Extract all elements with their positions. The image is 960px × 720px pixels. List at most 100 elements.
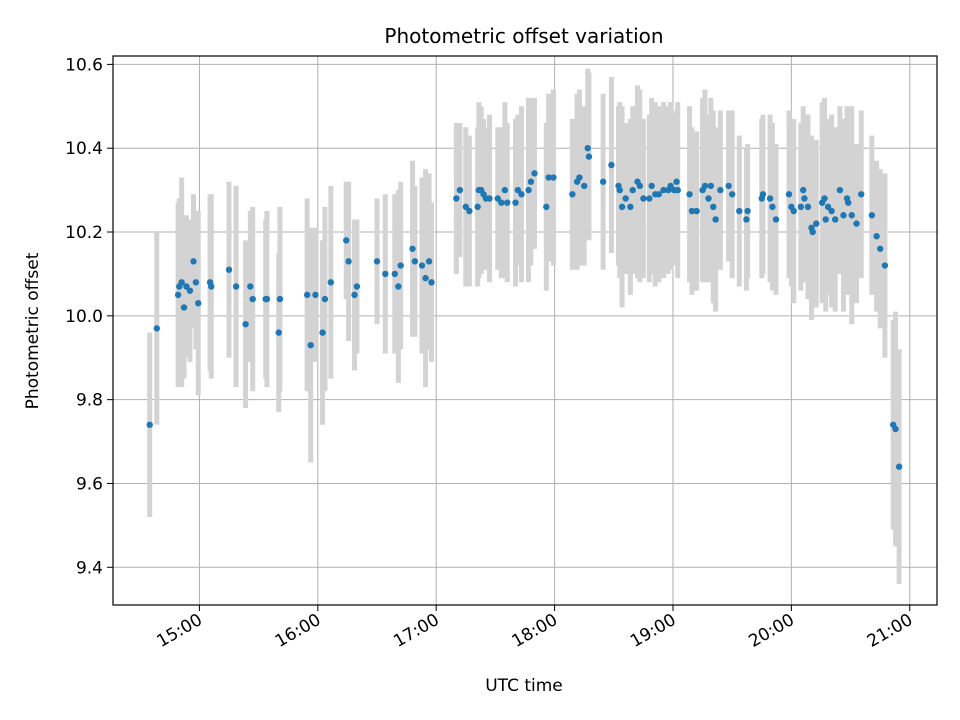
data-point [840, 212, 847, 219]
grid [113, 56, 937, 605]
data-point [249, 295, 256, 303]
data-point [247, 283, 254, 290]
x-axis-title: UTC time [485, 676, 563, 696]
data-point [660, 186, 667, 194]
data-point [242, 321, 249, 328]
data-point [397, 262, 404, 269]
data-point [599, 178, 607, 185]
data-point [263, 295, 271, 303]
data-point [474, 203, 481, 211]
data-point [576, 174, 583, 181]
data-point [153, 325, 161, 332]
y-tick-label: 10.6 [65, 55, 103, 75]
data-point [800, 186, 807, 194]
data-point [345, 258, 352, 265]
data-point [608, 161, 615, 169]
data-point [674, 186, 681, 194]
data-point [494, 195, 501, 202]
data-point [873, 233, 880, 240]
data-point [616, 186, 623, 194]
data-point [569, 191, 576, 198]
data-point [845, 199, 852, 206]
data-point [418, 262, 426, 269]
data-point [518, 191, 525, 198]
data-point [892, 425, 899, 433]
data-point [828, 207, 835, 215]
data-point [525, 186, 532, 194]
data-point [801, 195, 808, 202]
data-point [498, 199, 505, 206]
data-point [881, 262, 889, 269]
data-point [195, 300, 202, 307]
y-tick-label: 9.8 [76, 391, 103, 411]
data-point [382, 270, 389, 278]
data-point [766, 195, 774, 202]
data-point [710, 203, 717, 211]
data-point [744, 207, 751, 215]
data-point [618, 203, 626, 211]
data-point [327, 279, 335, 286]
data-point [667, 182, 674, 190]
data-point [705, 195, 712, 202]
data-point [655, 191, 662, 198]
data-point [858, 191, 865, 198]
data-point [701, 182, 709, 190]
data-point [804, 203, 812, 211]
data-point [425, 258, 433, 265]
data-point [486, 195, 493, 202]
data-point [648, 182, 655, 190]
data-point [174, 291, 182, 299]
data-points [146, 144, 903, 470]
data-point [409, 245, 416, 252]
data-point [743, 216, 750, 223]
data-point [428, 279, 435, 286]
y-tick-label: 9.4 [76, 558, 103, 578]
data-point [307, 341, 314, 349]
y-tick-label: 10.4 [65, 139, 103, 159]
data-point [504, 199, 511, 206]
data-point [391, 270, 398, 278]
data-point [646, 195, 653, 202]
data-point [395, 283, 402, 290]
data-point [769, 203, 776, 211]
data-point [275, 329, 282, 336]
data-point [809, 228, 816, 236]
data-point [422, 274, 429, 282]
data-point [836, 186, 844, 194]
data-point [785, 191, 793, 198]
y-tick-label: 9.6 [76, 474, 103, 494]
data-point [543, 203, 550, 211]
data-point [190, 258, 197, 265]
data-point [831, 216, 839, 223]
data-point [790, 207, 797, 215]
data-point [759, 191, 767, 198]
data-point [876, 245, 884, 252]
data-point [545, 174, 552, 181]
data-point [640, 195, 647, 202]
data-point [868, 212, 876, 219]
data-point [813, 220, 820, 227]
data-point [514, 186, 522, 194]
data-point [183, 283, 190, 290]
data-point [186, 287, 194, 294]
data-point [797, 203, 805, 211]
data-point [627, 203, 634, 211]
data-point [192, 279, 200, 286]
data-point [321, 295, 329, 303]
data-point [512, 199, 519, 206]
data-point [411, 258, 419, 265]
data-point [712, 216, 719, 223]
y-tick-label: 10.0 [65, 307, 103, 327]
data-point [707, 182, 715, 190]
data-point [373, 258, 381, 265]
data-point [725, 182, 732, 190]
data-point [736, 207, 743, 215]
data-point [580, 182, 588, 190]
y-axis: 9.4 9.6 9.8 10.0 10.2 10.4 10.6 [65, 55, 113, 578]
data-point [343, 237, 350, 244]
data-point [673, 178, 680, 185]
chart-title: Photometric offset variation [384, 24, 663, 48]
y-tick-label: 10.2 [65, 223, 103, 243]
data-point [225, 266, 233, 273]
